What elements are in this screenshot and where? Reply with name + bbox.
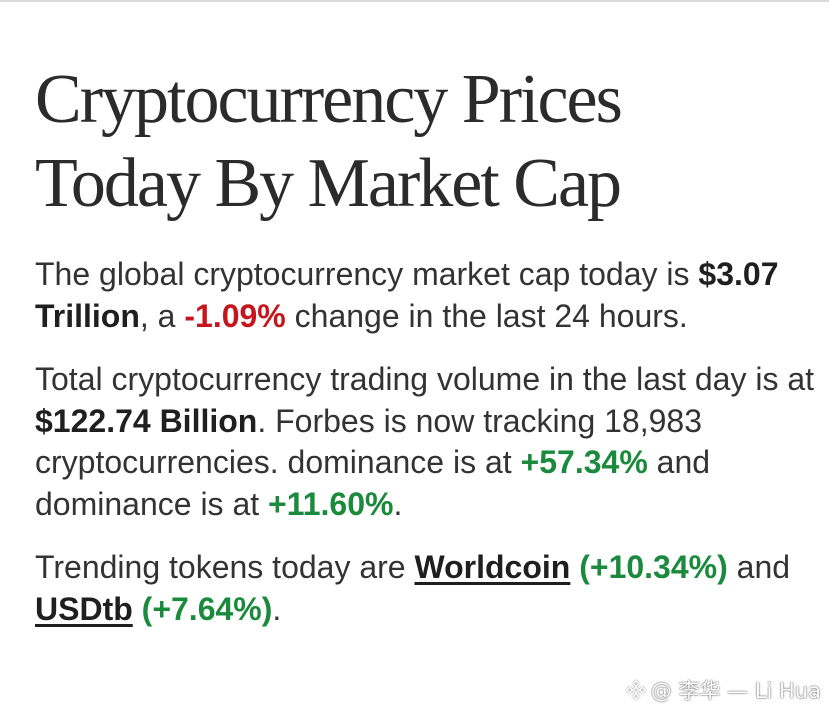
crypto-summary: Cryptocurrency Prices Today By Market Ca… — [35, 58, 815, 630]
watermark-text: @ 李华 — Li Hua — [650, 679, 821, 703]
binance-logo-icon — [625, 679, 646, 701]
page-title: Cryptocurrency Prices Today By Market Ca… — [35, 58, 815, 226]
volume-paragraph: Total cryptocurrency trading volume in t… — [35, 359, 815, 525]
trending-text-3: . — [272, 590, 282, 627]
dominance-value-2: +11.60% — [268, 485, 394, 522]
watermark: @ 李华 — Li Hua — [625, 675, 821, 705]
volume-text-4: . — [393, 485, 403, 522]
worldcoin-change: (+10.34%) — [579, 549, 728, 585]
usdtb-link[interactable]: USDtb — [35, 590, 133, 627]
market-cap-value: $3.07 Trillion — [35, 256, 779, 334]
dominance-value-1: +57.34% — [520, 444, 648, 480]
market-cap-text-1: The global cryptocurrency market cap tod… — [35, 256, 699, 292]
market-cap-paragraph: The global cryptocurrency market cap tod… — [35, 254, 815, 337]
volume-text-3: and dominance is at — [35, 444, 711, 522]
market-cap-change: -1.09% — [184, 297, 286, 334]
trending-text-2: and — [727, 549, 791, 585]
trending-paragraph: Trending tokens today are Worldcoin (+10… — [35, 547, 815, 630]
market-cap-text-3: change in the last 24 hours. — [285, 297, 688, 334]
volume-value: $122.74 Billion — [35, 402, 258, 439]
usdtb-change: (+7.64%) — [141, 590, 273, 627]
top-divider — [0, 0, 829, 2]
page-title-line-1: Cryptocurrency Prices — [35, 61, 623, 138]
page-title-line-2: Today By Market Cap — [35, 145, 622, 222]
market-cap-text-2: , a — [139, 297, 185, 334]
volume-text-2: . Forbes is now tracking 18,983 cryptocu… — [35, 402, 702, 481]
trending-text-1: Trending tokens today are — [35, 549, 415, 585]
worldcoin-link[interactable]: Worldcoin — [414, 549, 571, 585]
volume-text-1: Total cryptocurrency trading volume in t… — [35, 361, 815, 397]
